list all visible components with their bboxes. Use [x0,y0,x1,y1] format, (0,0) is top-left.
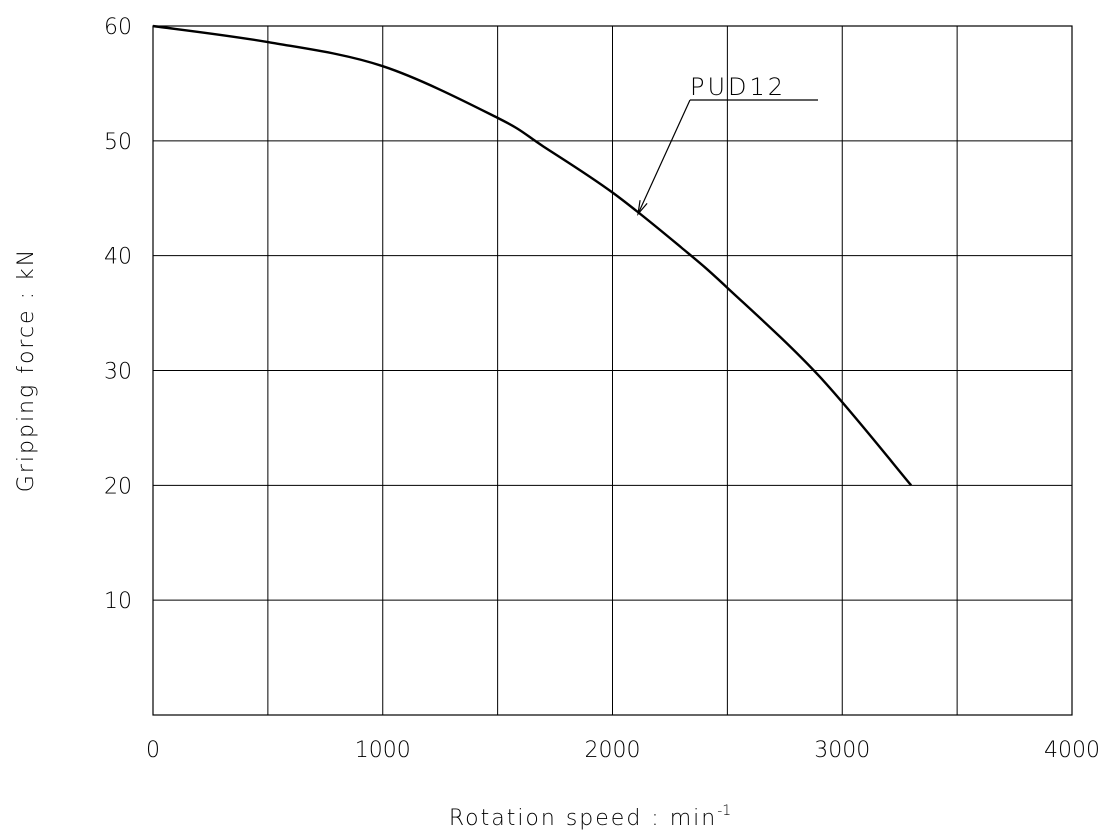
y-tick-label: 60 [104,15,132,40]
y-axis-title: Gripping force : kN [14,248,39,492]
leader-arrowhead [637,200,648,216]
y-tick-label: 50 [104,130,132,155]
y-tick-label: 20 [104,474,132,499]
series-label-pud12: PUD12 [690,73,786,101]
y-tick-labels: 10 20 30 40 50 60 [104,15,132,614]
leader-line [637,99,691,215]
y-tick-label: 30 [104,360,132,385]
x-tick-label: 1000 [355,738,411,763]
x-axis-title-superscript: -1 [717,803,731,819]
x-tick-label: 4000 [1044,738,1100,763]
plot-frame [152,25,1073,716]
x-tick-label: 0 [146,738,160,763]
x-axis-title-main: Rotation speed : min [449,806,717,831]
y-tick-label: 10 [104,589,132,614]
series-line-pud12 [152,24,913,487]
curve-annotation: PUD12 [637,73,818,216]
x-tick-labels: 0 1000 2000 3000 4000 [146,738,1100,763]
x-tick-label: 2000 [585,738,641,763]
y-tick-label: 40 [104,245,132,270]
x-axis-title: Rotation speed : min-1 [449,803,731,831]
grid [153,26,1072,715]
x-tick-label: 3000 [814,738,870,763]
